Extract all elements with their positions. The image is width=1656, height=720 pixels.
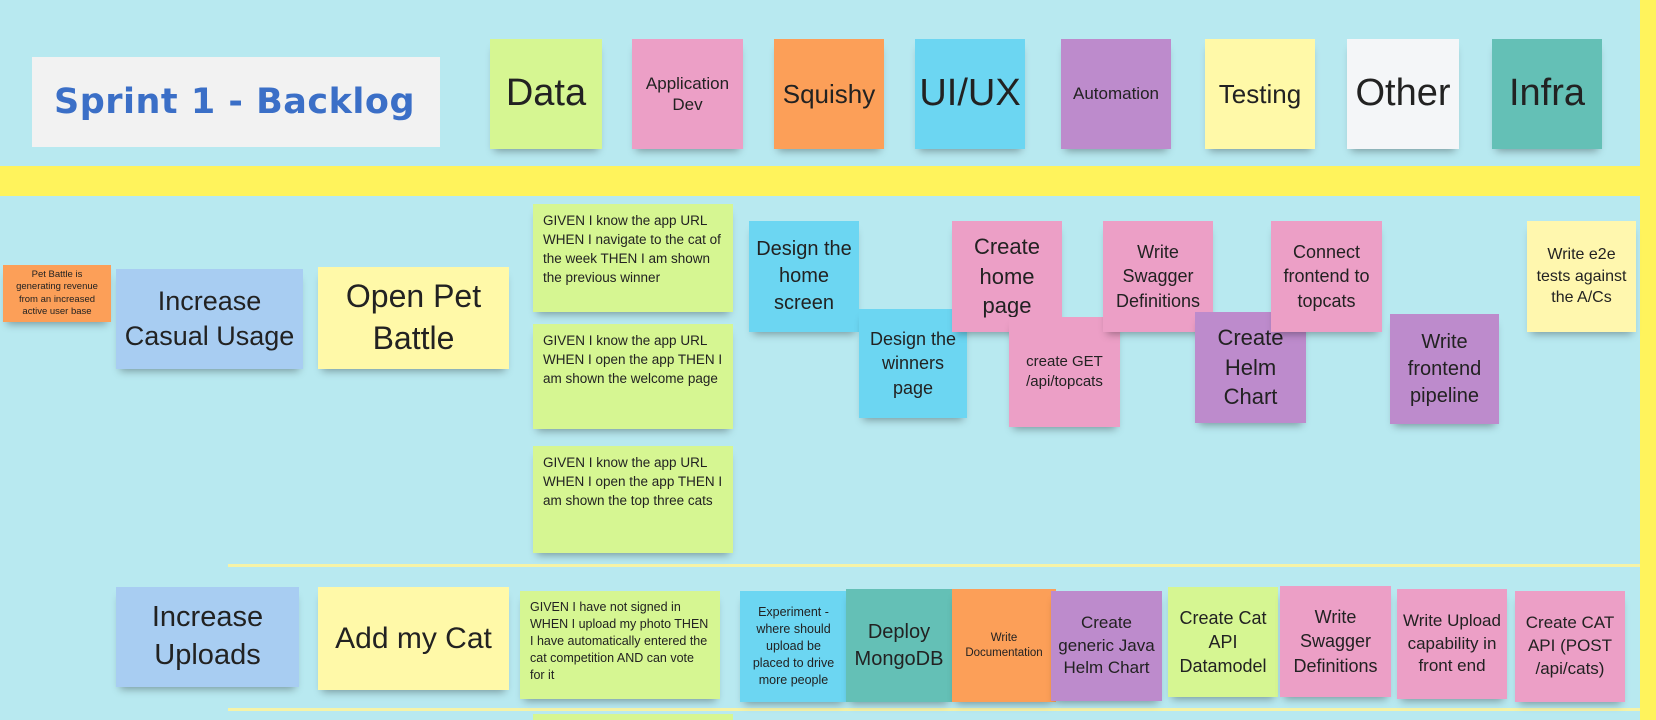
goal-increase-casual-usage[interactable]: Increase Casual Usage — [116, 269, 303, 369]
task-create-java-helm-chart[interactable]: Create generic Java Helm Chart — [1051, 591, 1162, 701]
story-partial-next-row[interactable] — [533, 714, 733, 720]
story-previous-winner[interactable]: GIVEN I know the app URL WHEN I navigate… — [533, 204, 733, 312]
story-welcome-page[interactable]: GIVEN I know the app URL WHEN I open the… — [533, 324, 733, 429]
task-write-swagger-definitions[interactable]: Write Swagger Definitions — [1103, 221, 1213, 332]
story-upload-photo[interactable]: GIVEN I have not signed in WHEN I upload… — [520, 591, 720, 699]
category-other[interactable]: Other — [1347, 39, 1459, 149]
task-design-home-screen[interactable]: Design the home screen — [749, 221, 859, 332]
category-ui-ux[interactable]: UI/UX — [915, 39, 1025, 149]
row-divider-2 — [228, 708, 1640, 711]
task-write-upload-capability[interactable]: Write Upload capability in front end — [1397, 589, 1507, 699]
task-create-cat-api-post[interactable]: Create CAT API (POST /api/cats) — [1515, 591, 1625, 702]
board-right-edge — [1640, 0, 1656, 720]
epic-add-my-cat[interactable]: Add my Cat — [318, 587, 509, 690]
task-connect-frontend-topcats[interactable]: Connect frontend to topcats — [1271, 221, 1382, 332]
task-design-winners-page[interactable]: Design the winners page — [859, 309, 967, 418]
header-divider-stripe — [0, 166, 1640, 196]
board-title: Sprint 1 - Backlog — [54, 82, 416, 122]
category-data[interactable]: Data — [490, 39, 602, 149]
task-create-get-topcats[interactable]: create GET /api/topcats — [1009, 317, 1120, 427]
goal-increase-uploads[interactable]: Increase Uploads — [116, 587, 299, 687]
category-infra[interactable]: Infra — [1492, 39, 1602, 149]
board-title-box[interactable]: Sprint 1 - Backlog — [32, 57, 440, 147]
category-automation[interactable]: Automation — [1061, 39, 1171, 149]
task-experiment-upload-placement[interactable]: Experiment - where should upload be plac… — [740, 591, 847, 702]
task-write-frontend-pipeline[interactable]: Write frontend pipeline — [1390, 314, 1499, 424]
task-write-documentation[interactable]: Write Documentation — [952, 589, 1056, 702]
epic-open-pet-battle[interactable]: Open Pet Battle — [318, 267, 509, 369]
story-top-three-cats[interactable]: GIVEN I know the app URL WHEN I open the… — [533, 446, 733, 553]
category-testing[interactable]: Testing — [1205, 39, 1315, 149]
impact-note[interactable]: Pet Battle is generating revenue from an… — [3, 265, 111, 322]
task-write-swagger-definitions-2[interactable]: Write Swagger Definitions — [1280, 586, 1391, 697]
task-write-e2e-tests[interactable]: Write e2e tests against the A/Cs — [1527, 221, 1636, 332]
task-create-cat-api-datamodel[interactable]: Create Cat API Datamodel — [1168, 587, 1278, 697]
row-divider-1 — [228, 564, 1640, 567]
task-create-home-page[interactable]: Create home page — [952, 221, 1062, 332]
task-deploy-mongodb[interactable]: Deploy MongoDB — [846, 589, 952, 702]
category-squishy[interactable]: Squishy — [774, 39, 884, 149]
category-application-dev[interactable]: Application Dev — [632, 39, 743, 149]
